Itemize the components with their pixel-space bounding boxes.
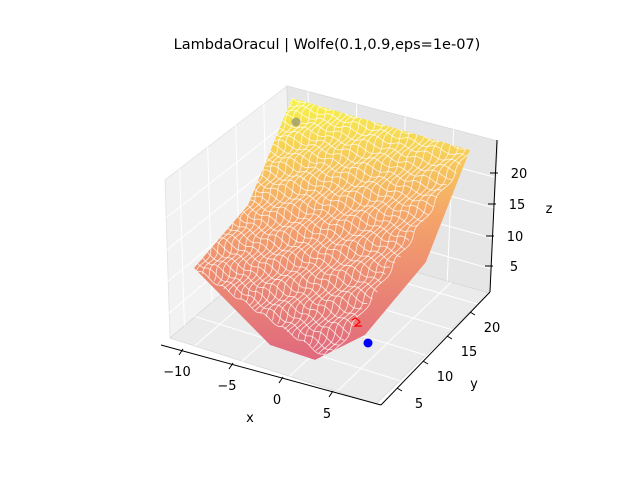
- surface-mesh-line: [246, 177, 406, 251]
- x-axis-tick: [278, 376, 284, 384]
- surface-mesh-line: [272, 127, 394, 321]
- surface-mesh-line: [219, 220, 368, 305]
- y-axis-tick: [446, 335, 453, 340]
- start-point-marker: [291, 117, 301, 127]
- surface-mesh-line: [240, 115, 353, 300]
- surface-mesh: [194, 98, 470, 360]
- surface-mesh-line: [285, 109, 462, 165]
- surface-mesh-line: [262, 147, 429, 216]
- surface-mesh-line: [217, 105, 320, 285]
- x-axis-label: x: [246, 411, 254, 426]
- chart-title: LambdaOracul | Wolfe(0.1,0.9,eps=1e-07): [174, 37, 481, 53]
- optimization-path: [351, 317, 362, 327]
- y-axis-line: [380, 291, 491, 406]
- surface-mesh-line: [283, 132, 410, 330]
- floor-pane-gridline: [336, 281, 452, 392]
- x-tick-label: 5: [323, 407, 331, 422]
- y-tick-label: 5: [415, 397, 423, 412]
- y-axis-tick: [396, 387, 403, 392]
- surface-mesh-line: [282, 113, 457, 174]
- surface-mesh-line: [269, 139, 438, 199]
- surface-mesh-line: [197, 263, 335, 352]
- z-tick-label: 5: [510, 260, 518, 275]
- surface-mesh-line: [202, 248, 345, 341]
- y-tick-label: 10: [437, 370, 454, 385]
- y-tick-label: 20: [484, 321, 501, 336]
- surface-mesh-line: [199, 255, 339, 346]
- surface-mesh-line: [291, 136, 425, 336]
- surface-mesh-line: [230, 207, 382, 284]
- axes: −10 −5 0 5 5 10 15 20 5 10 15 20: [160, 139, 528, 422]
- surface-mesh-line: [309, 140, 440, 346]
- surface-mesh-line: [194, 269, 331, 360]
- surface-mesh-line: [242, 180, 401, 258]
- surface-mesh-line: [216, 228, 363, 310]
- z-tick-label: 15: [509, 198, 526, 213]
- x-tick-label: 0: [273, 393, 281, 408]
- surface-mesh-line: [318, 146, 459, 354]
- surface-mesh-line: [233, 201, 386, 275]
- surface-fill: [194, 98, 470, 360]
- surface-mesh-line: [223, 110, 335, 290]
- x-tick-label: −5: [217, 379, 236, 394]
- surface-mesh-line: [210, 240, 354, 327]
- surface-mesh-line: [252, 166, 414, 233]
- surface-mesh-line: [281, 130, 403, 327]
- surface-mesh-line: [250, 173, 410, 241]
- surface-mesh-line: [315, 144, 452, 351]
- x-axis-tick: [228, 362, 234, 370]
- surface-mesh-line: [220, 107, 327, 287]
- surface-mesh-line: [249, 117, 362, 306]
- surface-mesh-line: [238, 186, 396, 263]
- surface-mesh-line: [329, 150, 470, 360]
- surface: [194, 98, 470, 360]
- surface-mesh-line: [303, 139, 436, 343]
- x-tick-label: −10: [163, 365, 190, 380]
- surface-mesh-line: [297, 138, 431, 339]
- x-axis-tick: [178, 348, 184, 356]
- surface-mesh-line: [323, 148, 467, 357]
- surface-mesh-line: [277, 128, 399, 325]
- y-axis-label: y: [470, 377, 478, 392]
- z-tick-label: 20: [511, 167, 528, 182]
- x-axis-tick: [328, 390, 334, 398]
- surface-mesh-line: [206, 244, 350, 335]
- surface-mesh-line: [236, 193, 391, 268]
- x-axis-line: [160, 344, 382, 406]
- surface-mesh-line: [252, 119, 368, 309]
- left-pane-gridline: [165, 121, 289, 219]
- y-axis-tick: [469, 311, 476, 316]
- surface-mesh-line: [233, 113, 348, 296]
- y-tick-label: 15: [461, 345, 478, 360]
- surface-mesh-line: [265, 126, 390, 318]
- z-axis-label: z: [546, 202, 553, 217]
- surface-mesh-line: [312, 142, 445, 349]
- z-axis-line: [489, 139, 498, 293]
- y-axis-tick: [422, 360, 429, 365]
- end-point-marker: [363, 338, 373, 348]
- z-tick-label: 10: [507, 230, 524, 245]
- left-pane-gridline: [179, 168, 185, 326]
